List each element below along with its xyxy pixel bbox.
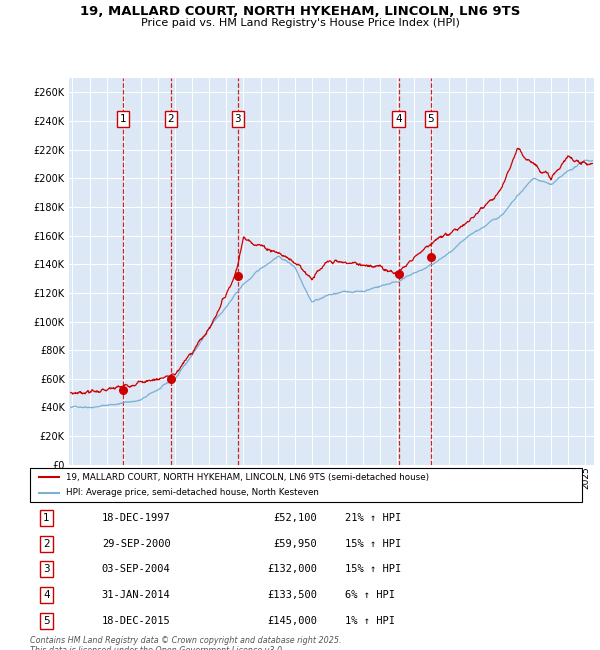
Text: 21% ↑ HPI: 21% ↑ HPI [344,513,401,523]
Text: 1% ↑ HPI: 1% ↑ HPI [344,616,395,626]
Text: Price paid vs. HM Land Registry's House Price Index (HPI): Price paid vs. HM Land Registry's House … [140,18,460,28]
Text: 03-SEP-2004: 03-SEP-2004 [102,564,170,575]
Text: 31-JAN-2014: 31-JAN-2014 [102,590,170,600]
Text: £132,000: £132,000 [267,564,317,575]
Text: Contains HM Land Registry data © Crown copyright and database right 2025.
This d: Contains HM Land Registry data © Crown c… [30,636,341,650]
Text: £52,100: £52,100 [273,513,317,523]
Text: 1: 1 [43,513,50,523]
Text: 6% ↑ HPI: 6% ↑ HPI [344,590,395,600]
Text: 3: 3 [235,114,241,124]
Text: 29-SEP-2000: 29-SEP-2000 [102,539,170,549]
Text: HPI: Average price, semi-detached house, North Kesteven: HPI: Average price, semi-detached house,… [66,488,319,497]
Text: 3: 3 [43,564,50,575]
Text: 18-DEC-1997: 18-DEC-1997 [102,513,170,523]
Text: 18-DEC-2015: 18-DEC-2015 [102,616,170,626]
Text: 19, MALLARD COURT, NORTH HYKEHAM, LINCOLN, LN6 9TS: 19, MALLARD COURT, NORTH HYKEHAM, LINCOL… [80,5,520,18]
Text: 5: 5 [428,114,434,124]
Text: 15% ↑ HPI: 15% ↑ HPI [344,564,401,575]
Text: 15% ↑ HPI: 15% ↑ HPI [344,539,401,549]
Text: £133,500: £133,500 [267,590,317,600]
Text: 4: 4 [395,114,402,124]
Text: £59,950: £59,950 [273,539,317,549]
Text: 2: 2 [43,539,50,549]
Text: £145,000: £145,000 [267,616,317,626]
Text: 2: 2 [167,114,174,124]
Text: 4: 4 [43,590,50,600]
Text: 19, MALLARD COURT, NORTH HYKEHAM, LINCOLN, LN6 9TS (semi-detached house): 19, MALLARD COURT, NORTH HYKEHAM, LINCOL… [66,473,429,482]
Text: 1: 1 [120,114,127,124]
Text: 5: 5 [43,616,50,626]
